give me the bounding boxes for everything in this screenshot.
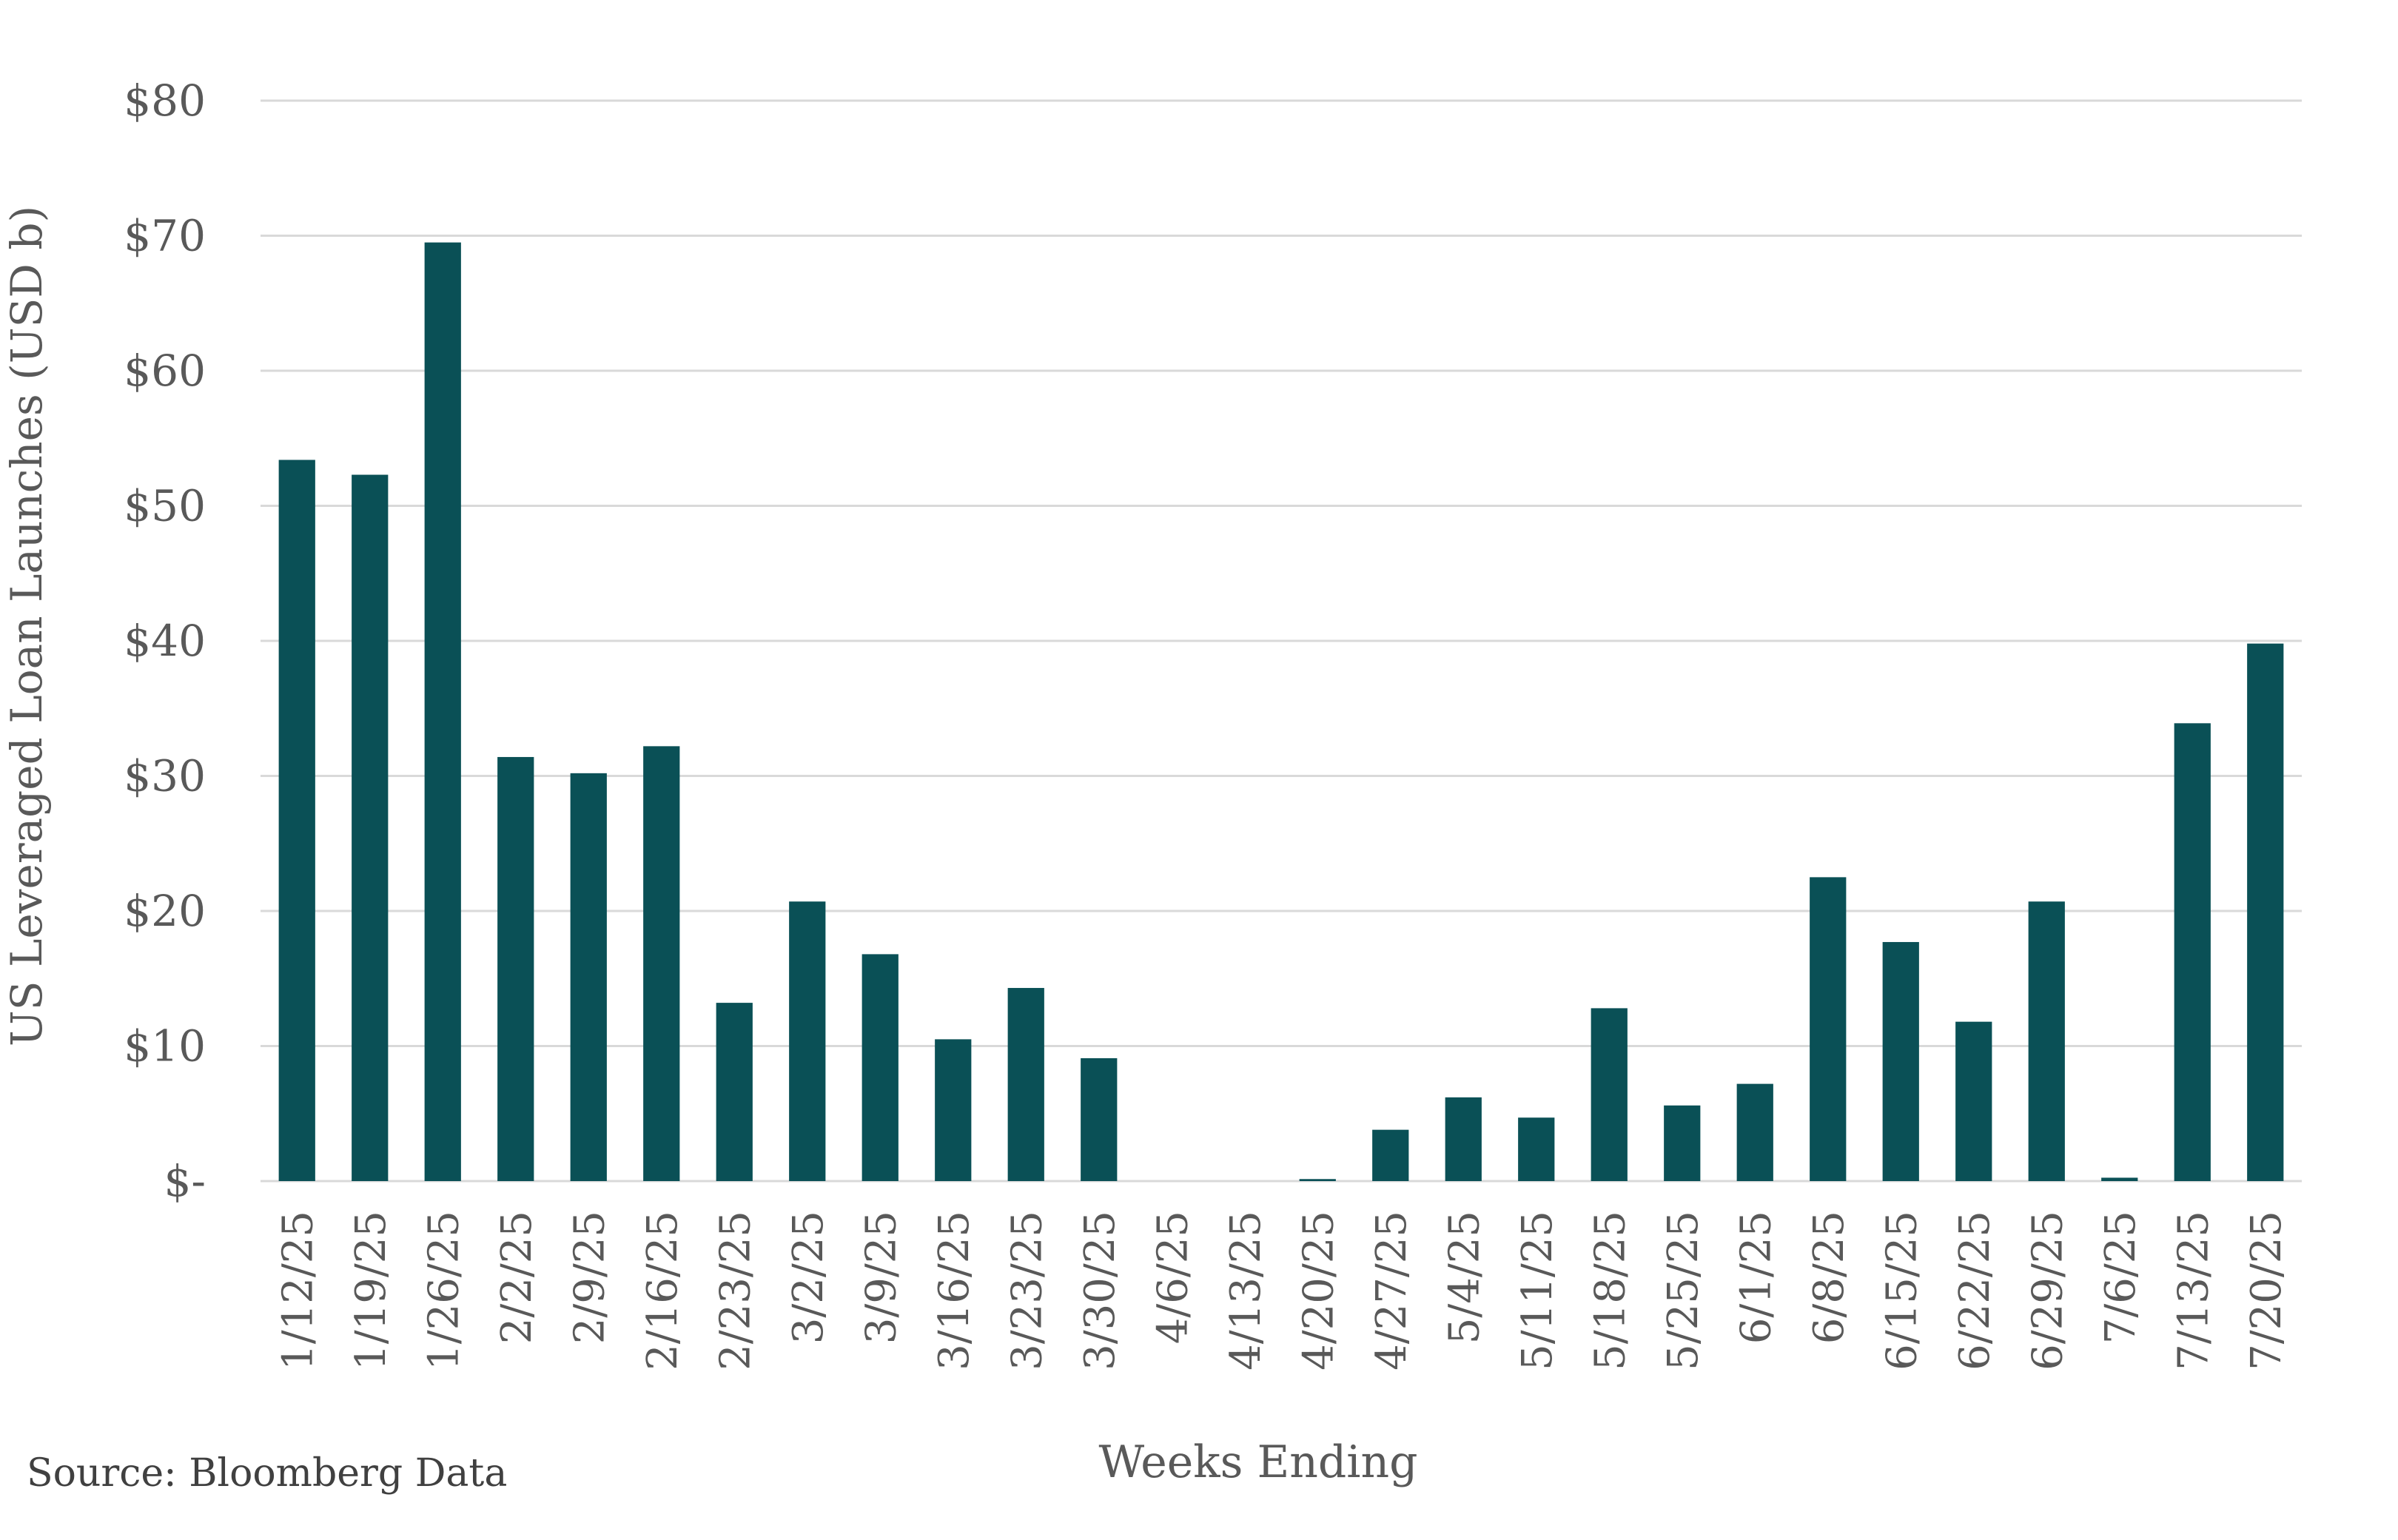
bar xyxy=(352,474,389,1181)
y-tick-label: $80 xyxy=(124,75,206,126)
x-tick-label: 3/23/25 xyxy=(1003,1211,1051,1371)
bar xyxy=(570,773,607,1181)
bar xyxy=(1081,1058,1118,1181)
x-tick-label: 7/20/25 xyxy=(2243,1211,2291,1371)
bar xyxy=(1736,1083,1773,1181)
y-axis-ticks: $- $10 $20 $30 $40 $50 $60 $70 $80 xyxy=(124,75,206,1206)
bar xyxy=(424,242,461,1181)
y-tick-label: $60 xyxy=(124,346,206,396)
bars xyxy=(278,242,2284,1181)
bar xyxy=(1007,988,1044,1181)
x-axis-title: Weeks Ending xyxy=(1098,1436,1417,1488)
source-note: Source: Bloomberg Data xyxy=(27,1451,507,1496)
x-tick-label: 3/9/25 xyxy=(857,1211,905,1344)
bar xyxy=(2028,901,2065,1181)
bar xyxy=(643,746,680,1181)
y-axis-title: US Leveraged Loan Launches (USD b) xyxy=(1,206,52,1046)
x-tick-label: 6/15/25 xyxy=(1878,1211,1926,1371)
x-tick-label: 2/23/25 xyxy=(711,1211,759,1371)
x-tick-label: 6/8/25 xyxy=(1805,1211,1853,1344)
x-tick-label: 7/13/25 xyxy=(2169,1211,2217,1371)
x-tick-label: 6/22/25 xyxy=(1951,1211,1999,1371)
x-tick-label: 5/18/25 xyxy=(1586,1211,1634,1371)
x-tick-label: 4/27/25 xyxy=(1368,1211,1416,1371)
x-tick-label: 4/20/25 xyxy=(1294,1211,1343,1371)
bar xyxy=(1299,1179,1336,1181)
bar xyxy=(497,756,534,1181)
x-tick-label: 2/16/25 xyxy=(639,1211,687,1371)
bar xyxy=(1591,1008,1628,1181)
x-tick-label: 2/9/25 xyxy=(565,1211,614,1344)
x-tick-label: 3/2/25 xyxy=(785,1211,833,1344)
bar xyxy=(1882,941,1919,1181)
x-tick-label: 3/16/25 xyxy=(930,1211,978,1371)
x-axis-ticks: 1/12/25 1/19/25 1/26/25 2/2/25 2/9/25 2/16/25… xyxy=(274,1211,2291,1371)
x-tick-label: 4/6/25 xyxy=(1149,1211,1197,1344)
bar xyxy=(2247,643,2284,1181)
bar xyxy=(1664,1105,1701,1181)
bar xyxy=(1955,1021,1992,1181)
x-tick-label: 2/2/25 xyxy=(493,1211,541,1344)
y-tick-label: $20 xyxy=(124,886,206,936)
bar xyxy=(2174,723,2211,1181)
bar xyxy=(935,1039,972,1181)
y-tick-label: $40 xyxy=(124,616,206,666)
x-tick-label: 1/12/25 xyxy=(274,1211,322,1371)
x-tick-label: 5/4/25 xyxy=(1440,1211,1488,1344)
bar xyxy=(1518,1117,1555,1181)
bar xyxy=(716,1003,753,1181)
y-tick-label: $70 xyxy=(124,211,206,261)
gridlines xyxy=(261,99,2302,1183)
x-tick-label: 6/29/25 xyxy=(2023,1211,2072,1371)
x-tick-label: 7/6/25 xyxy=(2097,1211,2145,1344)
y-tick-label: $10 xyxy=(124,1021,206,1072)
x-tick-label: 5/11/25 xyxy=(1514,1211,1562,1371)
y-tick-label: $- xyxy=(164,1156,206,1206)
bar xyxy=(789,901,826,1181)
bar xyxy=(1810,877,1847,1181)
x-tick-label: 5/25/25 xyxy=(1659,1211,1707,1371)
x-tick-label: 3/30/25 xyxy=(1076,1211,1124,1371)
y-tick-label: $30 xyxy=(124,751,206,801)
bar xyxy=(278,460,315,1181)
y-tick-label: $50 xyxy=(124,481,206,531)
bar xyxy=(862,954,899,1181)
x-tick-label: 1/26/25 xyxy=(420,1211,468,1371)
x-tick-label: 4/13/25 xyxy=(1222,1211,1270,1371)
x-tick-label: 1/19/25 xyxy=(347,1211,395,1371)
bar xyxy=(2101,1177,2138,1181)
bar xyxy=(1372,1129,1409,1181)
bar xyxy=(1445,1097,1482,1181)
x-tick-label: 6/1/25 xyxy=(1732,1211,1780,1344)
